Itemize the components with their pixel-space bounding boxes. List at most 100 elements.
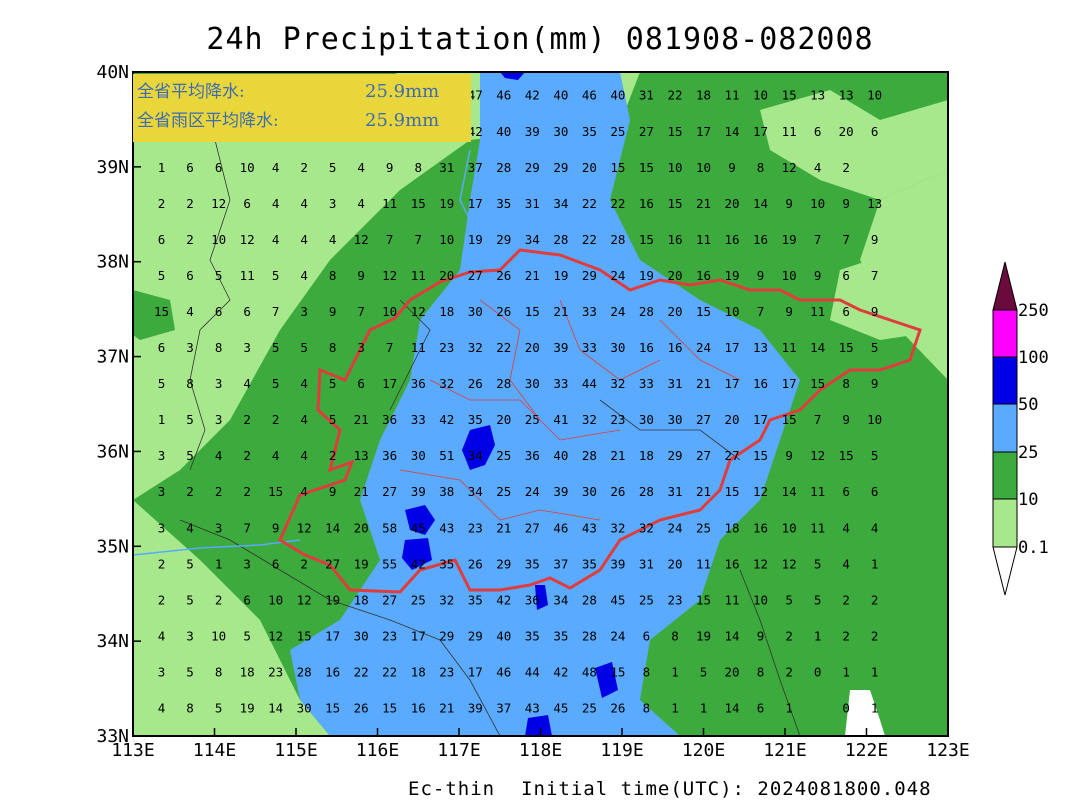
- station-value: 10: [268, 592, 283, 607]
- station-value: 14: [325, 520, 340, 535]
- station-value: 16: [325, 664, 340, 679]
- station-value: 15: [297, 628, 312, 643]
- station-value: 4: [272, 232, 280, 247]
- station-value: 5: [785, 592, 793, 607]
- station-value: 40: [553, 88, 568, 103]
- station-value: 1: [671, 664, 679, 679]
- station-value: 40: [496, 628, 511, 643]
- station-value: 9: [871, 376, 879, 391]
- station-value: 20: [496, 412, 511, 427]
- station-value: 42: [525, 88, 540, 103]
- station-value: 28: [496, 376, 511, 391]
- station-value: 1: [842, 664, 850, 679]
- station-value: 31: [667, 484, 682, 499]
- station-value: 35: [553, 628, 568, 643]
- station-value: 10: [782, 520, 797, 535]
- station-value: 28: [496, 160, 511, 175]
- station-value: 8: [415, 160, 423, 175]
- station-value: 10: [211, 232, 226, 247]
- station-value: 25: [696, 520, 711, 535]
- station-value: 46: [582, 88, 597, 103]
- x-tick-label: 113E: [111, 740, 154, 761]
- station-value: 2: [785, 664, 793, 679]
- colorbar-bin-25-50: [992, 403, 1018, 453]
- station-value: 8: [215, 664, 223, 679]
- station-value: 3: [186, 340, 194, 355]
- station-value: 11: [411, 340, 426, 355]
- station-value: 10: [867, 88, 882, 103]
- station-value: 2: [329, 448, 337, 463]
- station-value: 22: [582, 196, 597, 211]
- station-value: 23: [468, 520, 483, 535]
- station-value: 8: [757, 664, 765, 679]
- station-value: 21: [696, 376, 711, 391]
- station-value: 7: [386, 232, 394, 247]
- station-value: 15: [639, 232, 654, 247]
- station-value: 34: [553, 196, 568, 211]
- station-value: 2: [785, 628, 793, 643]
- station-value: 23: [439, 340, 454, 355]
- station-value: 6: [186, 160, 194, 175]
- station-value: 4: [300, 484, 308, 499]
- station-value: 19: [782, 232, 797, 247]
- station-value: 1: [871, 664, 879, 679]
- station-value: 34: [525, 232, 540, 247]
- station-value: 3: [158, 664, 166, 679]
- station-value: 26: [496, 268, 511, 283]
- station-value: 23: [667, 592, 682, 607]
- station-value: 39: [610, 556, 625, 571]
- station-value: 13: [839, 88, 854, 103]
- station-value: 21: [496, 520, 511, 535]
- station-value: 6: [243, 592, 251, 607]
- station-value: 6: [158, 232, 166, 247]
- station-value: 5: [814, 556, 822, 571]
- station-value: 6: [643, 628, 651, 643]
- station-value: 12: [782, 160, 797, 175]
- station-value: 6: [842, 304, 850, 319]
- station-value: 21: [439, 701, 454, 716]
- station-value: 8: [643, 664, 651, 679]
- initial-time: Initial time(UTC): 2024081800.048: [521, 778, 932, 800]
- y-tick-label: 33N: [96, 726, 129, 747]
- station-value: 22: [667, 88, 682, 103]
- station-value: 27: [696, 412, 711, 427]
- station-value: 30: [354, 628, 369, 643]
- station-value: 39: [411, 484, 426, 499]
- station-value: 2: [158, 196, 166, 211]
- station-value: 8: [215, 340, 223, 355]
- station-value: 3: [158, 448, 166, 463]
- station-value: 38: [439, 484, 454, 499]
- station-value: 32: [439, 376, 454, 391]
- station-value: 40: [610, 88, 625, 103]
- station-value: 5: [700, 664, 708, 679]
- colorbar-top-arrow: [992, 261, 1018, 311]
- station-value: 20: [582, 160, 597, 175]
- station-value: 23: [382, 628, 397, 643]
- station-value: 37: [553, 556, 568, 571]
- station-value: 34: [553, 592, 568, 607]
- station-value: 1: [871, 556, 879, 571]
- station-value: 30: [468, 304, 483, 319]
- colorbar-bottom-arrow: [992, 546, 1018, 596]
- station-value: 27: [382, 592, 397, 607]
- station-value: 21: [610, 448, 625, 463]
- station-value: 36: [525, 448, 540, 463]
- station-value: 15: [810, 376, 825, 391]
- station-value: 28: [582, 628, 597, 643]
- station-value: 39: [468, 701, 483, 716]
- rain-area-avg-value: 25.9mm: [365, 110, 439, 131]
- station-value: 15: [268, 484, 283, 499]
- station-value: 26: [610, 484, 625, 499]
- station-value: 2: [243, 448, 251, 463]
- station-value: 28: [639, 484, 654, 499]
- station-value: 3: [215, 520, 223, 535]
- station-value: 20: [525, 340, 540, 355]
- station-value: 30: [610, 340, 625, 355]
- y-tick-label: 40N: [96, 62, 129, 83]
- station-value: 11: [382, 196, 397, 211]
- station-value: 6: [842, 484, 850, 499]
- station-value: 9: [871, 304, 879, 319]
- station-value: 4: [272, 160, 280, 175]
- station-value: 29: [496, 556, 511, 571]
